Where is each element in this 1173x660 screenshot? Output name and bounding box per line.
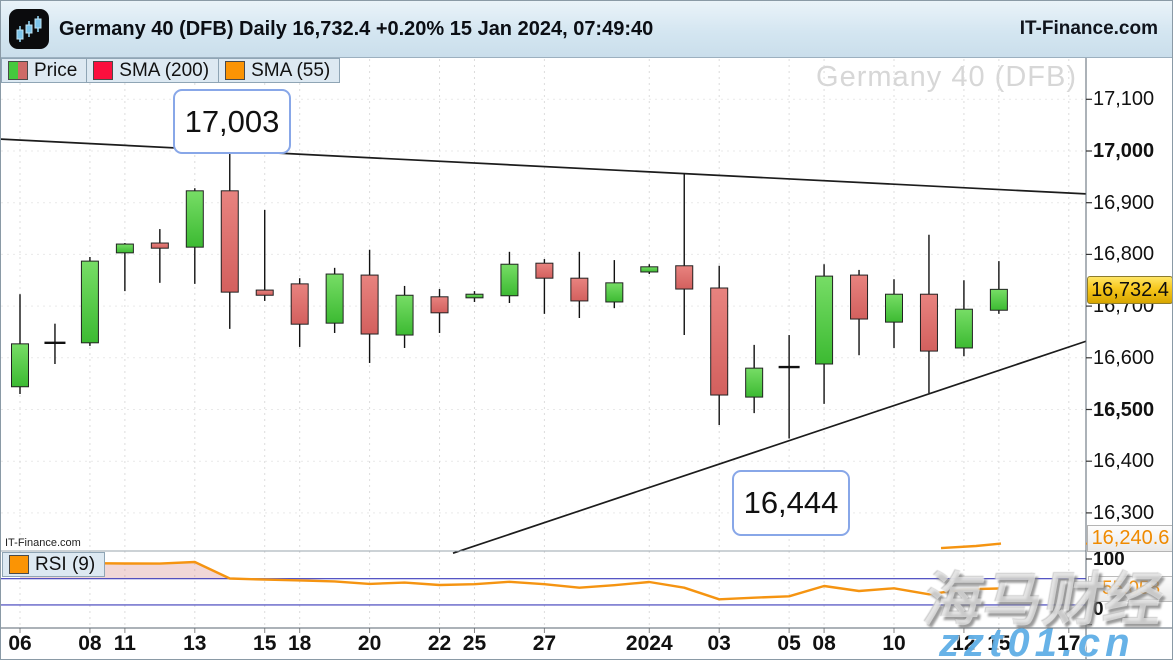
- rsi-value: 55.058: [1101, 578, 1161, 600]
- sma55-swatch-icon: [225, 61, 246, 80]
- candle-Dec-07[interactable]: [44, 323, 66, 365]
- candle-Dec-22[interactable]: [430, 289, 449, 333]
- swing-high-value: 17,003: [184, 103, 280, 139]
- legend-sma200-label: SMA (200): [119, 59, 210, 81]
- legend-sma55-label: SMA (55): [251, 59, 331, 81]
- sma200-swatch-icon: [93, 61, 114, 80]
- candle-Dec-14[interactable]: [220, 149, 239, 329]
- candle-Jan-09[interactable]: [850, 269, 869, 356]
- legend-rsi-label: RSI (9): [35, 553, 96, 575]
- trendline-support[interactable]: [452, 340, 1087, 555]
- candle-Dec-18[interactable]: [290, 278, 309, 347]
- rsi-legend-bar: RSI (9): [2, 552, 106, 577]
- app-logo-icon: [9, 9, 49, 49]
- last-price-value: 16,732.4: [1091, 278, 1169, 301]
- candle-Dec-25[interactable]: [465, 291, 484, 302]
- rsi-line[interactable]: [20, 560, 999, 601]
- candle-Jan-15[interactable]: [989, 261, 1008, 314]
- sma55-value: 16,240.6: [1091, 527, 1170, 549]
- vendor-brand: IT-Finance.com: [1019, 18, 1158, 39]
- legend-item-sma200[interactable]: SMA (200): [87, 58, 220, 83]
- swing-low-value: 16,444: [743, 485, 839, 520]
- candle-Dec-19[interactable]: [325, 267, 344, 333]
- legend-item-rsi[interactable]: RSI (9): [2, 552, 106, 577]
- candle-Dec-26[interactable]: [500, 251, 519, 303]
- chart-title: Germany 40 (DFB) Daily 16,732.4 +0.20% 1…: [59, 17, 654, 40]
- legend-item-price[interactable]: Price: [1, 58, 88, 83]
- candlestick-logo-icon: [16, 16, 42, 42]
- candle-Dec-11[interactable]: [115, 243, 134, 292]
- candle-Jan-02[interactable]: [675, 173, 694, 336]
- candle-Dec-15[interactable]: [255, 209, 274, 301]
- sma55-line[interactable]: [940, 542, 1002, 550]
- candle-Dec-21[interactable]: [395, 285, 414, 348]
- candle-Dec-20[interactable]: [360, 249, 379, 363]
- candle-Jan-10[interactable]: [885, 279, 903, 348]
- instrument-watermark: Germany 40 (DFB): [816, 61, 1077, 93]
- legend-price-label: Price: [34, 59, 78, 81]
- candle-Dec-27[interactable]: [535, 259, 554, 314]
- candle-Jan-11[interactable]: [919, 234, 938, 393]
- rsi-overbought-fill: [20, 562, 999, 579]
- candle-Jan-05[interactable]: [778, 335, 800, 439]
- header-bar: Germany 40 (DFB) Daily 16,732.4 +0.20% 1…: [1, 1, 1172, 58]
- candle-Dec-08[interactable]: [80, 256, 99, 346]
- candle-Dec-12[interactable]: [150, 229, 169, 283]
- rsi-swatch-icon: [9, 555, 29, 574]
- candle-Dec-06[interactable]: [11, 294, 29, 394]
- candle-Jan-03[interactable]: [710, 265, 729, 426]
- legend-item-sma55[interactable]: SMA (55): [219, 58, 341, 83]
- swing-low-annotation[interactable]: 16,444: [732, 470, 850, 536]
- trendline-resistance[interactable]: [1, 138, 1087, 195]
- candle-Dec-29[interactable]: [605, 260, 624, 309]
- candle-Jan-08[interactable]: [815, 264, 834, 404]
- price-swatch-icon: [8, 61, 28, 80]
- sma55-value-label: 16,240.6: [1087, 525, 1172, 552]
- vendor-small-text: IT-Finance.com: [5, 537, 81, 549]
- candle-Jan-04[interactable]: [745, 344, 764, 414]
- price-legend-bar: Price SMA (200) SMA (55): [1, 58, 341, 83]
- last-price-badge: 16,732.4: [1087, 276, 1172, 305]
- candle-Dec-13[interactable]: [185, 188, 204, 284]
- swing-high-annotation[interactable]: 17,003: [173, 89, 291, 154]
- candle-Dec-28[interactable]: [570, 251, 589, 318]
- rsi-value-label: 55.058: [1088, 576, 1172, 603]
- candle-Jan-01[interactable]: [640, 264, 659, 275]
- candle-Jan-12[interactable]: [954, 280, 973, 357]
